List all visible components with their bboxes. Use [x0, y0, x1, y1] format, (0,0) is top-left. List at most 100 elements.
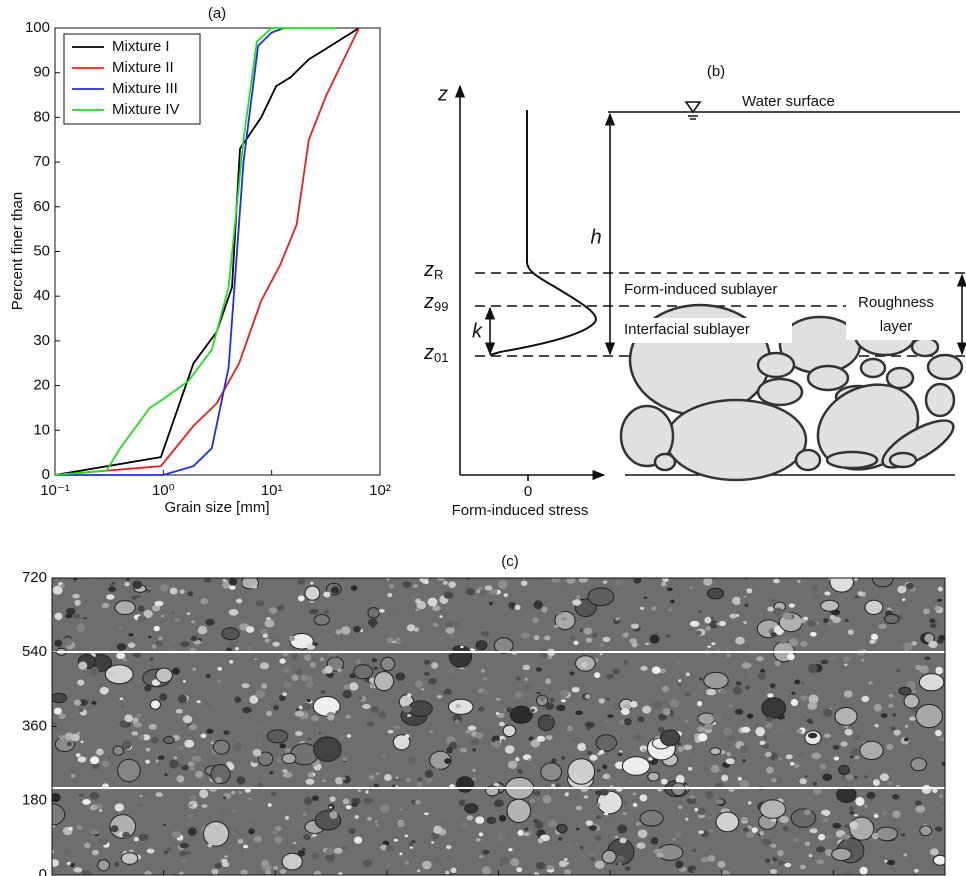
grain: [417, 869, 421, 872]
grain: [567, 725, 574, 732]
grain: [708, 620, 719, 629]
grain: [648, 757, 653, 761]
grain: [450, 867, 457, 874]
grain: [153, 625, 160, 632]
grain: [759, 740, 766, 746]
grain: [380, 656, 396, 672]
grain: [82, 799, 91, 805]
grain: [52, 692, 67, 704]
y-tick-label: 180: [22, 792, 47, 809]
grain: [98, 809, 103, 812]
grain: [534, 820, 544, 830]
grain: [632, 802, 638, 807]
grain: [252, 647, 257, 651]
grain: [896, 669, 901, 673]
grain: [304, 797, 313, 806]
grain: [395, 776, 399, 779]
grain: [689, 620, 700, 627]
grain: [325, 853, 335, 862]
grain: [171, 640, 176, 644]
grain: [670, 599, 675, 604]
grain: [911, 641, 918, 646]
grain: [722, 727, 733, 736]
grain: [697, 726, 705, 732]
grain: [262, 864, 272, 871]
x-tick-label: 10²: [369, 482, 391, 499]
grain: [424, 659, 431, 665]
grain: [335, 777, 343, 785]
grain: [798, 751, 803, 756]
grain: [884, 613, 900, 625]
grain: [188, 800, 198, 809]
grain: [791, 691, 796, 695]
grain: [144, 685, 152, 692]
series-line: [54, 27, 337, 476]
grain: [661, 581, 667, 587]
grain: [438, 719, 449, 726]
grain: [78, 708, 84, 712]
grain: [243, 844, 249, 849]
grain: [90, 829, 100, 835]
grain: [137, 605, 145, 612]
grain: [373, 671, 395, 692]
grain: [146, 848, 155, 854]
grain: [523, 832, 530, 837]
grain: [850, 747, 859, 756]
grain: [91, 701, 97, 705]
grain: [210, 741, 214, 744]
grain: [755, 726, 765, 737]
grain: [777, 859, 784, 866]
grain: [189, 804, 193, 807]
grain: [154, 600, 164, 607]
grain: [619, 750, 623, 753]
grain: [471, 777, 477, 781]
grain: [294, 710, 304, 717]
grain: [178, 871, 184, 875]
grain: [151, 737, 159, 744]
grain: [291, 674, 299, 681]
grain: [794, 691, 800, 695]
grain: [774, 660, 781, 666]
grain: [282, 771, 293, 778]
grain: [393, 838, 398, 842]
grain: [807, 620, 816, 627]
grain: [119, 697, 124, 700]
grain: [228, 609, 239, 616]
grain: [583, 795, 589, 799]
grain: [432, 605, 441, 611]
grain: [715, 799, 724, 805]
grain: [348, 828, 356, 835]
grain: [762, 743, 770, 749]
grain: [76, 825, 83, 830]
x-tick-label: 10⁻¹: [40, 482, 70, 499]
grain: [630, 623, 640, 629]
grain: [255, 600, 265, 607]
grain: [844, 869, 855, 875]
grain: [717, 860, 726, 869]
grain: [816, 859, 824, 865]
grain: [694, 807, 699, 812]
grain: [675, 860, 684, 869]
x-tick-label: 10⁰: [152, 482, 175, 499]
grain: [697, 701, 703, 707]
grain: [300, 674, 309, 682]
grain: [790, 698, 799, 707]
grain: [247, 796, 253, 801]
grain: [380, 754, 387, 759]
grain: [662, 578, 669, 582]
grain: [205, 618, 215, 626]
grain: [149, 699, 161, 710]
grain: [598, 698, 605, 704]
grain: [612, 668, 620, 675]
grain: [408, 756, 417, 764]
grain: [380, 804, 391, 814]
grain: [80, 740, 84, 744]
grain: [179, 746, 184, 750]
grain: [823, 618, 829, 623]
grain: [617, 862, 622, 866]
grain: [155, 792, 163, 797]
grain: [363, 797, 374, 804]
grain: [195, 770, 204, 778]
grain: [729, 613, 737, 619]
grain: [495, 697, 501, 701]
